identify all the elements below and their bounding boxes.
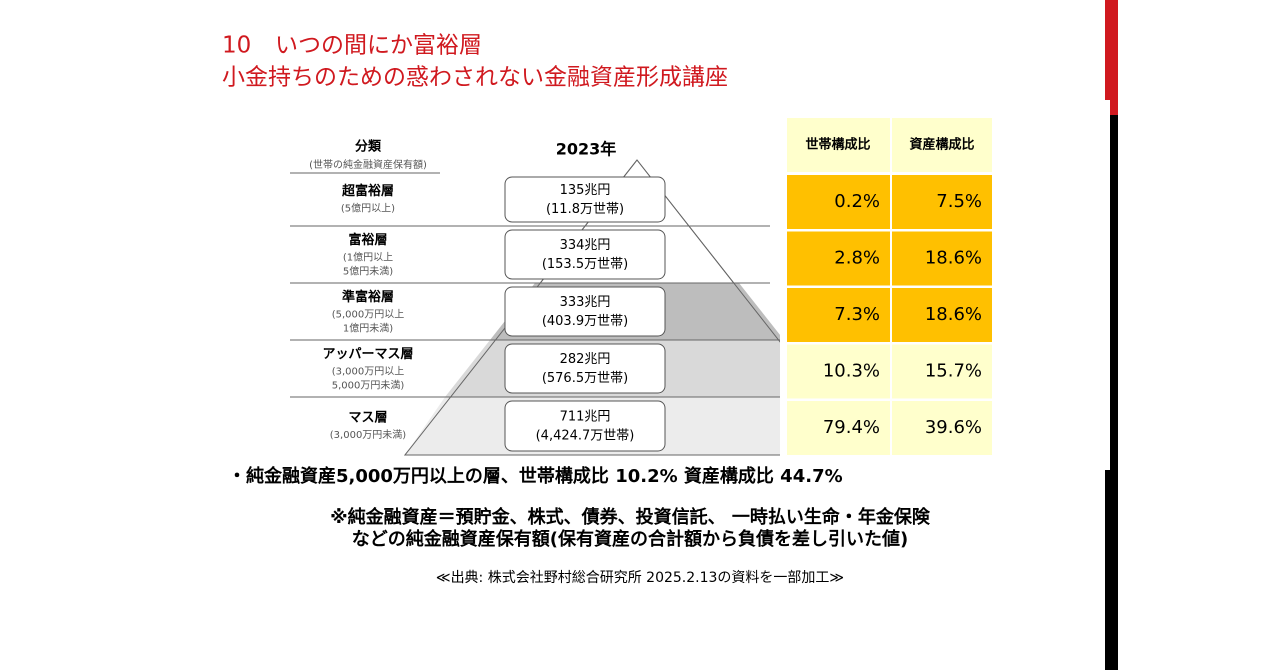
table-cell [787, 175, 890, 229]
tier-range: (3,000万円以上 [332, 366, 405, 378]
table-value: 0.2% [834, 191, 880, 212]
table-value: 79.4% [823, 417, 880, 438]
summary: ・純金融資産5,000万円以上の層、世帯構成比 10.2% 資産構成比 44.7… [228, 465, 843, 487]
tier-box [504, 343, 666, 394]
tier-households: (11.8万世帯) [546, 202, 624, 217]
tier-range: (1億円以上 [343, 251, 393, 264]
tier-households: (576.5万世帯) [542, 371, 628, 386]
table-cell [892, 288, 992, 342]
year: 2023年 [556, 140, 617, 159]
tier-amount: 135兆円 [560, 183, 611, 198]
tiers: 超富裕層 (5億円以上) 135兆円 (11.8万世帯) 富裕層 (1億円以上5億円未満)… [322, 176, 666, 452]
tier-name: 富裕層 [348, 232, 387, 248]
tier-range: (5億円以上) [341, 202, 395, 215]
table-cell [892, 231, 992, 286]
tier-range: (5,000万円以上 [332, 309, 405, 321]
table-value: 18.6% [925, 248, 982, 269]
tier-range: 5,000万円未満) [332, 380, 405, 392]
column-header: 世帯構成比 [805, 137, 870, 153]
tier-amount: 334兆円 [560, 238, 611, 253]
slide-title: 小金持ちのための惑わされない金融資産形成講座 [222, 65, 728, 91]
column-header: 資産構成比 [909, 137, 974, 153]
table-value: 10.3% [823, 361, 880, 382]
accent-bar [1105, 0, 1118, 115]
table-cell [787, 288, 890, 342]
tier-households: (153.5万世帯) [542, 257, 628, 272]
table: 世帯構成比 資産構成比 0.2% 7.5% 2.8% 18.6% 7.3% 18.6% 10… [787, 118, 992, 455]
table-cell [787, 344, 890, 399]
slide-number: 10 [222, 33, 251, 59]
header-cell [787, 118, 890, 172]
definition: などの純金融資産保有額(保有資産の合計額から負債を差し引いた値) [352, 528, 908, 550]
source: ≪出典: 株式会社野村総合研究所 2025.2.13の資料を一部加工≫ [436, 570, 844, 586]
table-cell [787, 231, 890, 286]
table-value: 7.3% [834, 304, 880, 325]
tier-name: マス層 [348, 411, 387, 426]
table-value: 15.7% [925, 361, 982, 382]
table-cell [892, 344, 992, 399]
tier-name: アッパーマス層 [322, 347, 413, 362]
header-cell [892, 118, 992, 172]
tier-box [504, 400, 666, 452]
tier-name: 超富裕層 [342, 183, 394, 199]
table-value: 7.5% [936, 191, 982, 212]
tier-range: 5億円未満) [343, 265, 393, 278]
tier-amount: 711兆円 [560, 410, 611, 425]
tier-range: 1億円未満) [343, 322, 393, 335]
tier-box [504, 176, 666, 223]
tier-amount: 282兆円 [560, 352, 611, 367]
table-value: 2.8% [834, 248, 880, 269]
table-value: 18.6% [925, 304, 982, 325]
table-cell [892, 175, 992, 229]
label-header: 分類 [355, 139, 382, 155]
slide-title: いつの間にか富裕層 [275, 33, 482, 59]
table-cell [892, 401, 992, 455]
tier-box [504, 229, 666, 280]
table-cell [787, 401, 890, 455]
definition: ※純金融資産＝預貯金、株式、債券、投資信託、 一時払い生命・年金保険 [330, 506, 931, 528]
tier-households: (403.9万世帯) [542, 314, 628, 329]
label-subheader: (世帯の純金融資産保有額) [309, 158, 427, 171]
table-value: 39.6% [925, 417, 982, 438]
tier-box [504, 286, 666, 337]
tier-name: 準富裕層 [342, 289, 394, 305]
tier-amount: 333兆円 [560, 295, 611, 310]
tier-households: (4,424.7万世帯) [536, 429, 635, 444]
tier-range: (3,000万円未満) [330, 429, 407, 441]
